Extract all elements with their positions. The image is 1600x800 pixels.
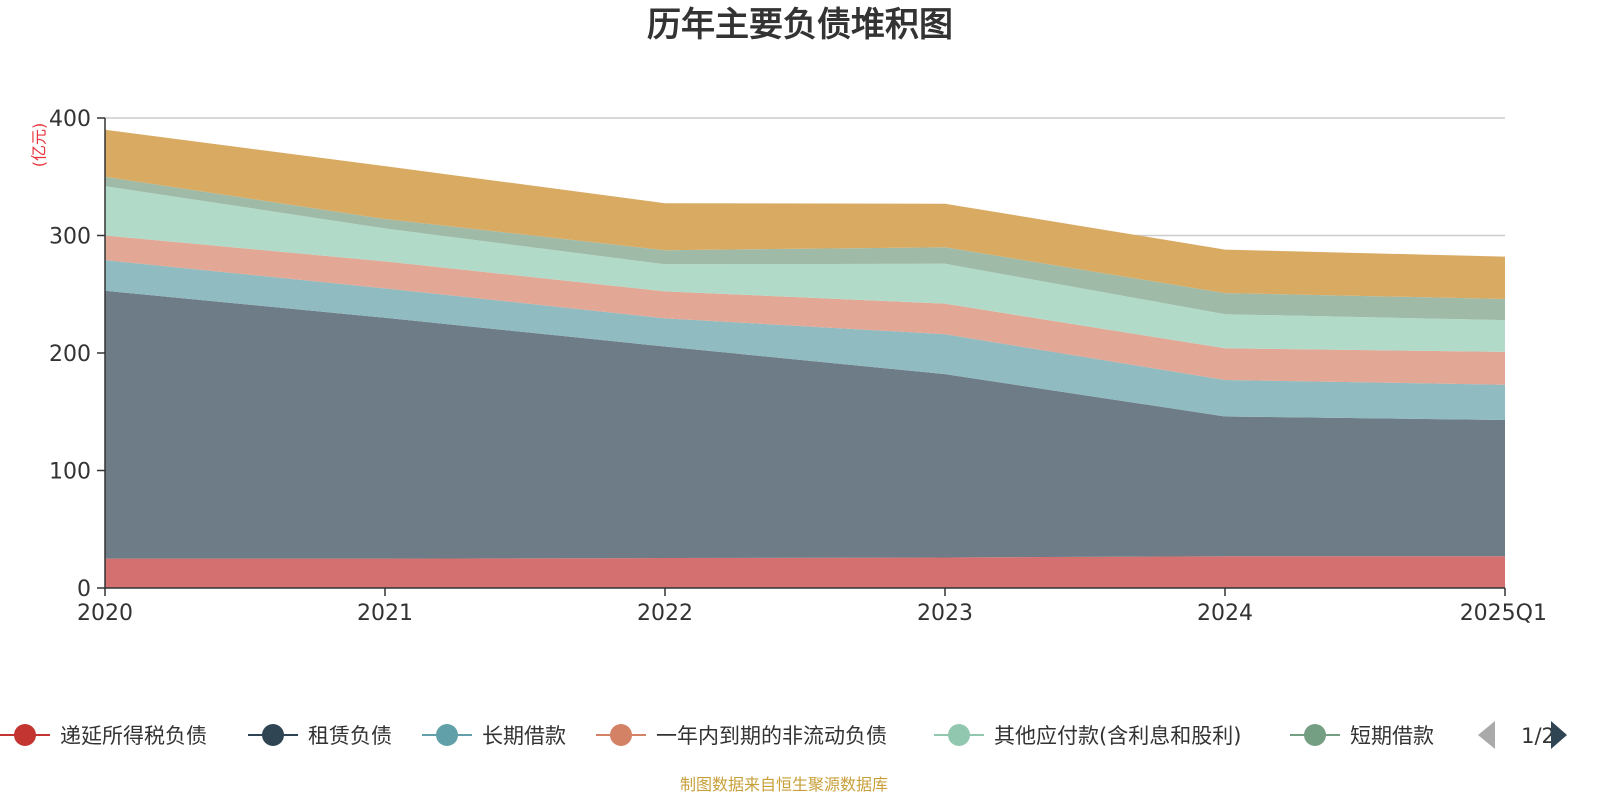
tick-labels: 0 100 200 300 400 2020 2021 2022 2023 2024 2025Q1 <box>49 107 1547 626</box>
legend-label: 短期借款 <box>1350 724 1434 748</box>
legend-label: 其他应付款(含利息和股利) <box>994 724 1241 748</box>
x-tick-label: 2024 <box>1197 601 1253 626</box>
area-series <box>105 129 1505 588</box>
legend-marker-icon <box>14 724 36 746</box>
y-tick-label: 100 <box>49 460 91 485</box>
legend-label: 租赁负债 <box>308 724 392 748</box>
legend-marker-icon <box>610 724 632 746</box>
y-tick-label: 200 <box>49 342 91 367</box>
legend-marker-icon <box>436 724 458 746</box>
area-series-2 <box>105 260 1505 420</box>
y-tick-label: 400 <box>49 107 91 132</box>
area-series-4 <box>105 186 1505 352</box>
legend-item[interactable]: 一年内到期的非流动负债 <box>596 724 887 748</box>
legend-label: 一年内到期的非流动负债 <box>656 724 887 748</box>
legend-label: 递延所得税负债 <box>60 724 207 748</box>
y-tick-label: 300 <box>49 225 91 250</box>
legend-page-indicator: 1/2 <box>1521 724 1555 748</box>
legend-marker-icon <box>1304 724 1326 746</box>
legend-item[interactable]: 长期借款 <box>422 724 566 748</box>
legend-prev-page-icon[interactable] <box>1478 721 1495 749</box>
legend-marker-icon <box>948 724 970 746</box>
y-tick-label: 0 <box>77 577 91 602</box>
area-series-0 <box>105 556 1505 588</box>
x-tick-label: 2025Q1 <box>1460 601 1547 626</box>
x-tick-label: 2020 <box>77 601 133 626</box>
area-series-3 <box>105 235 1505 385</box>
source-note: 制图数据来自恒生聚源数据库 <box>680 775 888 794</box>
legend-item[interactable]: 租赁负债 <box>248 724 392 748</box>
x-tick-label: 2022 <box>637 601 693 626</box>
legend-label: 长期借款 <box>482 724 566 748</box>
legend-item[interactable]: 其他应付款(含利息和股利) <box>934 724 1241 748</box>
area-series-1 <box>105 290 1505 559</box>
area-series-5 <box>105 176 1505 321</box>
y-axis-unit-label: (亿元) <box>30 123 49 168</box>
x-tick-label: 2021 <box>357 601 413 626</box>
legend-item[interactable]: 短期借款 <box>1290 724 1434 748</box>
legend-next-page-icon[interactable] <box>1551 721 1567 749</box>
chart-title: 历年主要负债堆积图 <box>647 5 953 45</box>
legend-marker-icon <box>262 724 284 746</box>
legend[interactable]: 递延所得税负债 租赁负债 长期借款 一年内到期的非流动负债 其他应付款(含利息和股利) 短… <box>0 721 1567 749</box>
x-tick-label: 2023 <box>917 601 973 626</box>
area-series-6 <box>105 129 1505 299</box>
legend-item[interactable]: 递延所得税负债 <box>0 724 207 748</box>
